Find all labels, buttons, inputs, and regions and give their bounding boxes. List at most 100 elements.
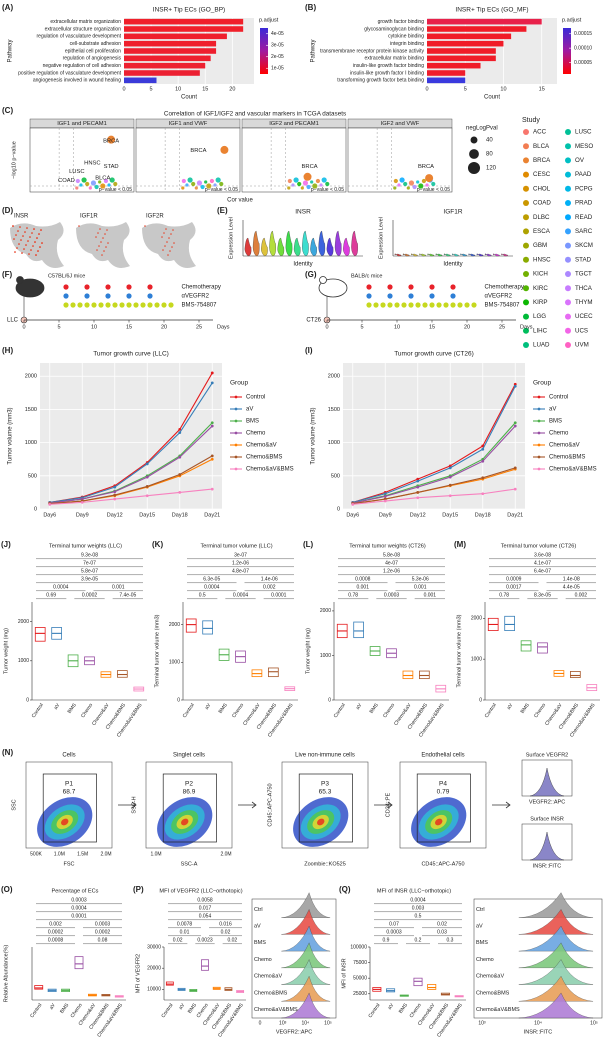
box: [185, 618, 197, 633]
p-value: 6.3e-05: [203, 576, 220, 582]
legend-key: [565, 200, 571, 206]
p-value: 0.002: [49, 921, 62, 927]
study-point: [185, 183, 189, 187]
data-point: [416, 491, 420, 494]
series-line: [49, 382, 213, 503]
study-point: [287, 186, 291, 190]
y-tick-label: 0: [26, 697, 29, 703]
density: [316, 818, 325, 826]
size-legend-key: [470, 136, 478, 144]
x-axis-label: Cor value: [227, 198, 253, 204]
data-point: [113, 485, 117, 489]
x-axis-label: VEGFR2::APC: [529, 799, 565, 805]
study-point: [421, 178, 427, 184]
data-point: [416, 485, 420, 489]
legend-label: READ: [575, 214, 593, 221]
x-tick-label: 0: [259, 1020, 262, 1026]
x-tick-label: Chemo: [382, 702, 396, 719]
study-point: [181, 178, 186, 184]
series-line: [352, 385, 516, 503]
legend-label: BMS: [549, 419, 562, 425]
legend-label: PAAD: [575, 171, 592, 178]
data-point: [210, 381, 214, 385]
mouse-body: [15, 278, 45, 298]
study-point: [291, 183, 295, 187]
y-axis-label: SSC: [11, 799, 17, 810]
box: [402, 670, 414, 680]
x-tick-label: Control: [29, 1002, 43, 1019]
legend-label: Control: [549, 395, 568, 401]
plot-title: Cells: [62, 753, 75, 759]
study-point: [206, 183, 212, 189]
data-point: [178, 491, 182, 494]
ridge-label: Ctrl: [476, 907, 485, 913]
p-value: 0.016: [219, 921, 232, 927]
dose-dot: [387, 284, 393, 290]
expression-dot: [12, 225, 14, 227]
expression-dot: [40, 229, 42, 231]
y-tick-label: 30000: [147, 944, 161, 950]
study-point: [88, 186, 92, 190]
series-line: [352, 425, 516, 504]
histogram: [529, 767, 565, 797]
legend-label: LIHC: [533, 327, 548, 334]
violin: [285, 230, 293, 257]
legend-key-point: [234, 431, 238, 435]
y-tick-label: 1000: [471, 656, 482, 662]
histogram-ridge: [518, 959, 594, 985]
legend-label: KICH: [533, 271, 548, 278]
dose-dot: [126, 284, 132, 290]
legend-label: UCS: [575, 327, 588, 334]
mouse-body: [318, 278, 348, 298]
dose-dot: [119, 302, 125, 308]
expression-dot: [100, 241, 102, 243]
y-axis-label: CD34::PE: [385, 792, 391, 817]
y-tick-label: positive regulation of vasculature devel…: [18, 70, 121, 76]
p-value: 0.0078: [177, 921, 193, 927]
x-axis-label: FSC: [64, 861, 75, 867]
p-value: 0.001: [414, 584, 427, 590]
legend-label: BLCA: [533, 143, 550, 150]
time-tick-label: 0: [22, 324, 25, 330]
schedule-label: BMS-754807: [485, 303, 521, 309]
p-value: 4.8e-07: [232, 568, 249, 574]
legend-key: [523, 256, 529, 263]
p-value: 0.0002: [82, 592, 98, 598]
histogram-ridge: [281, 942, 331, 969]
point-annotation: HNSC: [84, 161, 100, 167]
data-point: [113, 497, 117, 501]
x-tick-label: aV: [387, 1002, 396, 1011]
legend-label: LUSC: [575, 129, 592, 136]
dose-dot: [429, 302, 435, 308]
expression-dot: [161, 236, 163, 238]
dose-dot: [63, 284, 69, 290]
time-tick-label: 20: [464, 324, 470, 330]
data-point: [383, 497, 387, 501]
dose-dot: [91, 302, 97, 308]
dose-dot: [408, 284, 414, 290]
p-value: 3.6e-08: [534, 552, 551, 558]
x-tick-label: Chemo: [80, 702, 94, 719]
y-tick-label: 20000: [147, 966, 161, 972]
y-tick-label: extracellular matrix binding: [365, 56, 425, 62]
density: [60, 818, 69, 826]
x-tick-label: aV: [48, 1002, 57, 1011]
x-tick-label: aV: [204, 702, 213, 711]
p-value: 0.01: [180, 929, 190, 935]
legend-key-point: [537, 395, 541, 399]
chart-title: Terminal tumor weights (CT26): [349, 543, 426, 549]
y-tick-label: 0: [34, 506, 37, 512]
data-point: [448, 494, 452, 498]
study-point: [103, 178, 109, 184]
expression-dot: [173, 242, 175, 244]
y-tick-label: regulation of angiogenesis: [63, 56, 122, 62]
legend-key: [523, 143, 529, 150]
data-point: [178, 455, 182, 459]
legend-label: THYM: [575, 299, 593, 306]
legend-key: [523, 200, 529, 206]
x-tick-label: BMS: [187, 1002, 199, 1015]
dose-dot: [126, 293, 132, 299]
y-tick-label: transforming growth factor beta binding: [337, 78, 424, 84]
legend-label: COAD: [533, 200, 551, 207]
plot-title: IGF1R: [443, 209, 462, 216]
